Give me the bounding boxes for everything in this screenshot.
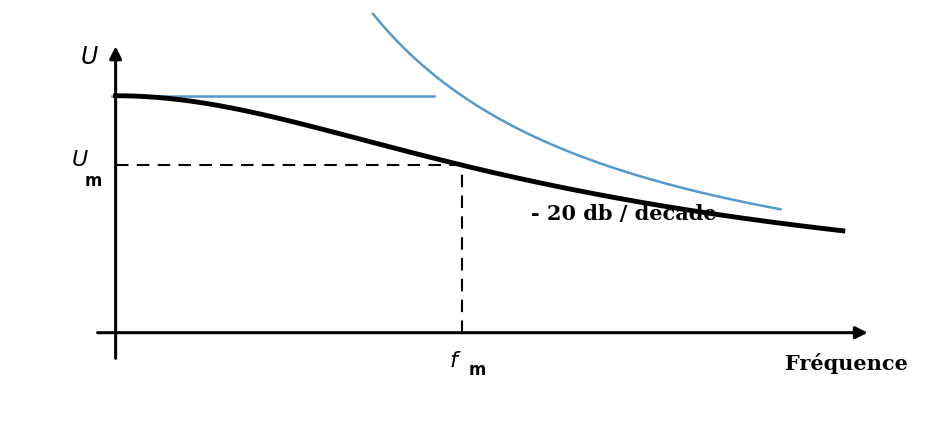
Text: $\mathbf{\mathit{U}}$: $\mathbf{\mathit{U}}$ [80,46,99,69]
Text: $\mathbf{\mathit{f}}$: $\mathbf{\mathit{f}}$ [449,350,461,372]
Text: - 20 db / décade: - 20 db / décade [532,204,717,224]
Text: Fréquence: Fréquence [785,353,907,374]
Text: $\mathbf{m}$: $\mathbf{m}$ [84,173,103,190]
Text: $\mathbf{\mathit{U}}$: $\mathbf{\mathit{U}}$ [70,150,89,171]
Text: $\mathbf{m}$: $\mathbf{m}$ [469,362,486,379]
